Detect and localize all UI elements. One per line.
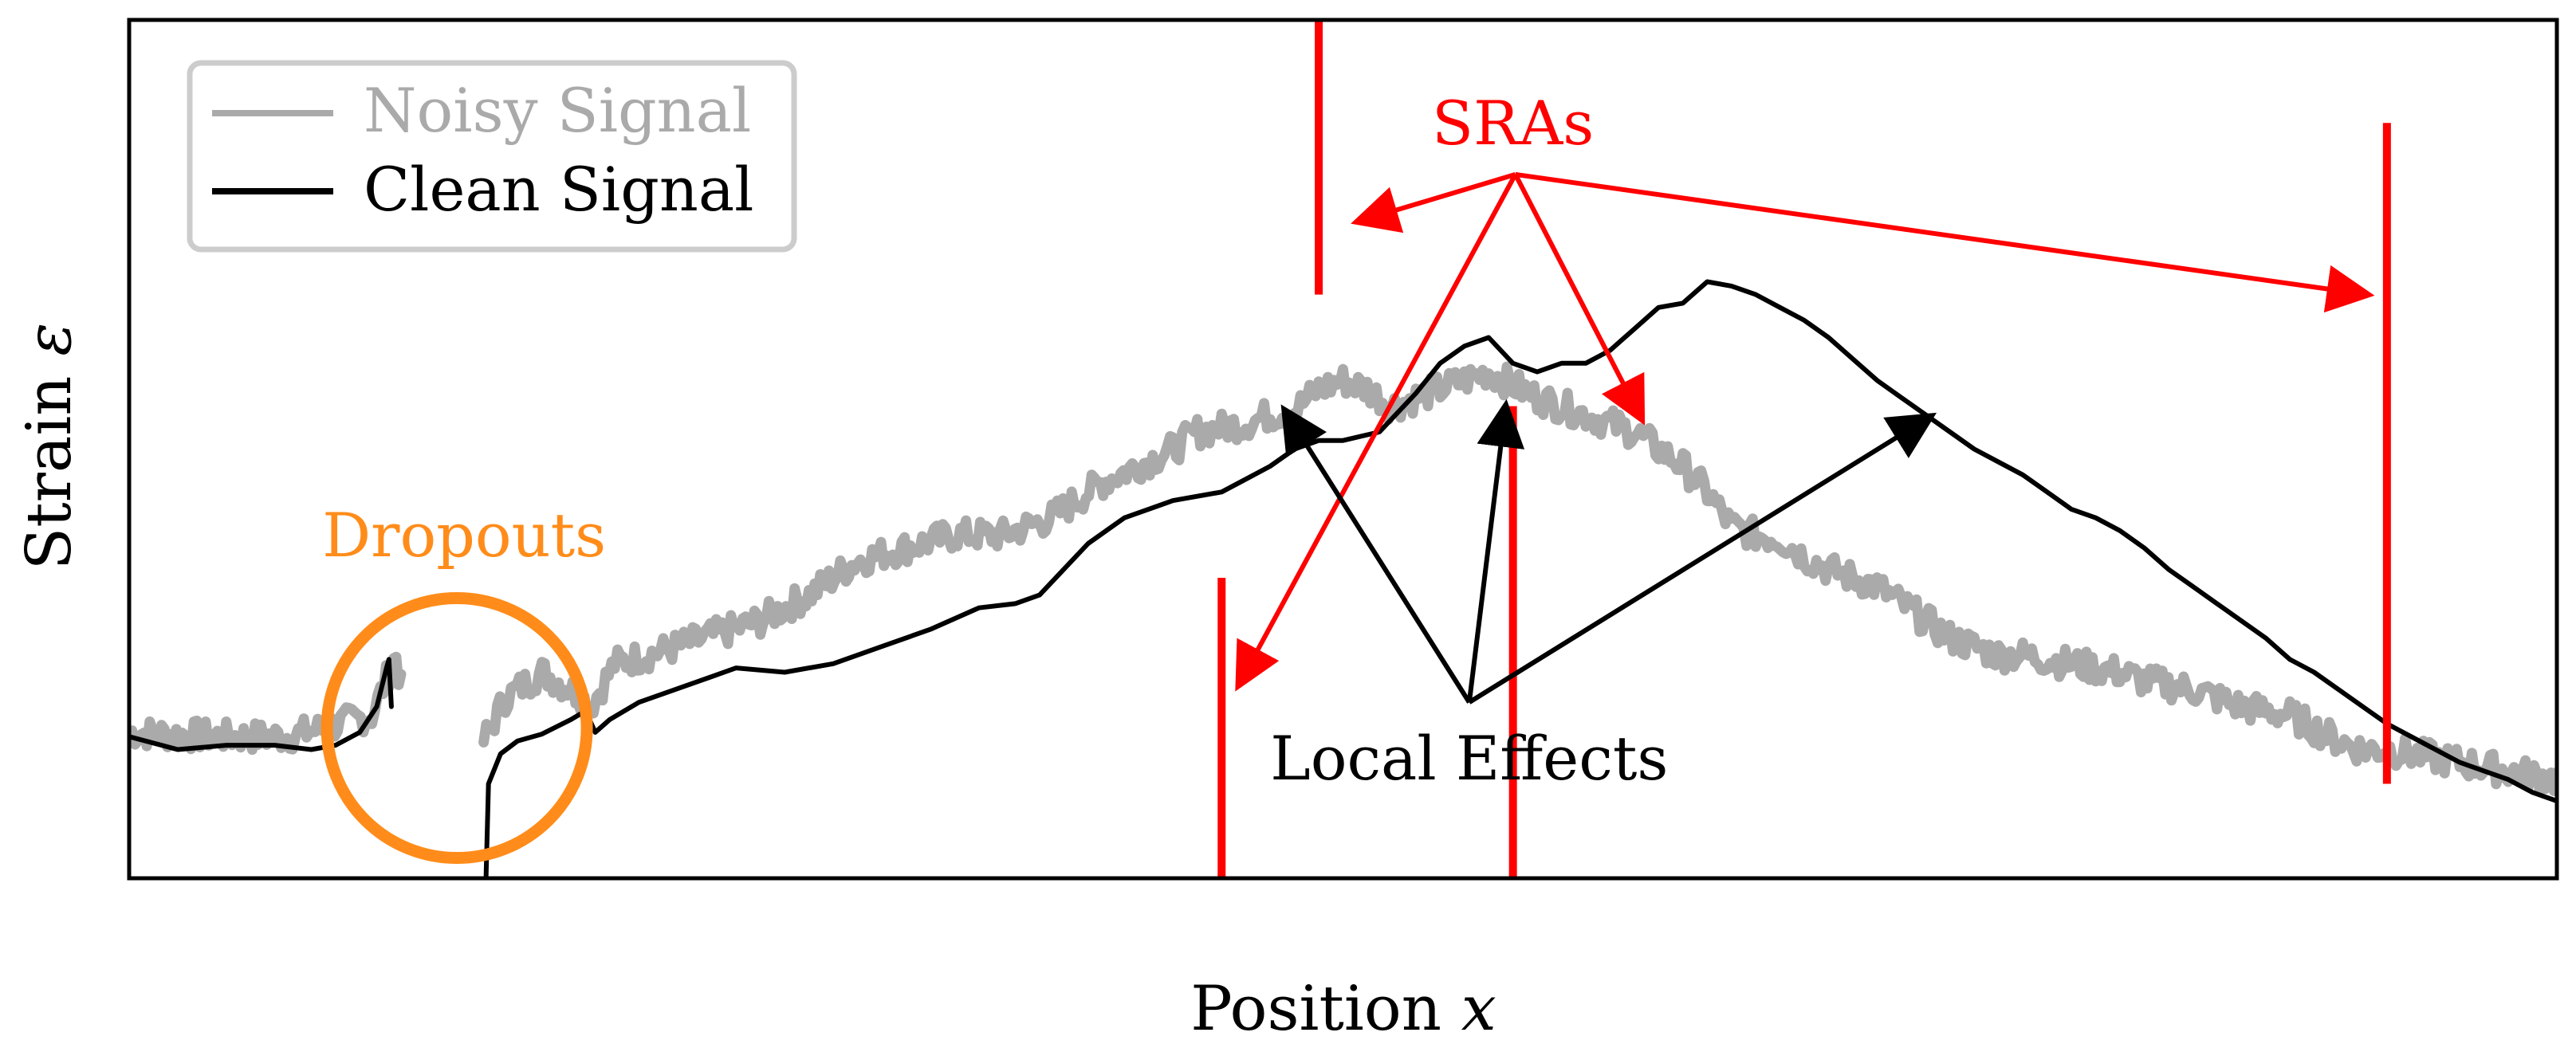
local-effect-arrow-1 — [1280, 404, 1472, 704]
sra-spike-layer — [1217, 20, 2391, 878]
sra-arrow-1 — [1351, 171, 1516, 234]
plot-frame — [127, 18, 2559, 881]
clean-signal-line-segment-1 — [129, 657, 394, 752]
dropout-circle — [321, 592, 593, 865]
series-layer — [129, 279, 2557, 878]
noisy-signal-line-segment-1 — [129, 651, 407, 756]
local-effects-label: Local Effects — [1270, 723, 1668, 794]
x-axis-label-main: Position — [1190, 973, 1441, 1045]
legend: Noisy Signal Clean Signal — [187, 60, 797, 253]
local-effect-arrow-3 — [1468, 412, 1937, 705]
y-axis-label-var: ε — [14, 323, 85, 356]
y-axis-label: Strain ε — [14, 323, 85, 570]
noisy-signal-line-segment-2 — [478, 361, 2557, 797]
sra-arrow-3 — [1513, 173, 1646, 426]
legend-label-clean: Clean Signal — [364, 154, 753, 225]
dropouts-label: Dropouts — [322, 500, 606, 571]
legend-label-noisy: Noisy Signal — [364, 75, 751, 146]
y-axis-label-main: Strain — [14, 375, 85, 570]
sra-arrow-2 — [1235, 173, 1518, 692]
sras-label: SRAs — [1432, 88, 1594, 159]
x-axis-label-var: x — [1461, 973, 1496, 1045]
local-effect-arrow-2 — [1466, 398, 1525, 703]
x-axis-label: Position x — [1190, 973, 1496, 1045]
clean-signal-line-segment-2 — [483, 279, 2557, 878]
annotation-layer: Dropouts SRAs Local Effects — [321, 88, 2375, 865]
legend-box — [187, 60, 797, 253]
sra-arrow-4 — [1515, 171, 2375, 313]
